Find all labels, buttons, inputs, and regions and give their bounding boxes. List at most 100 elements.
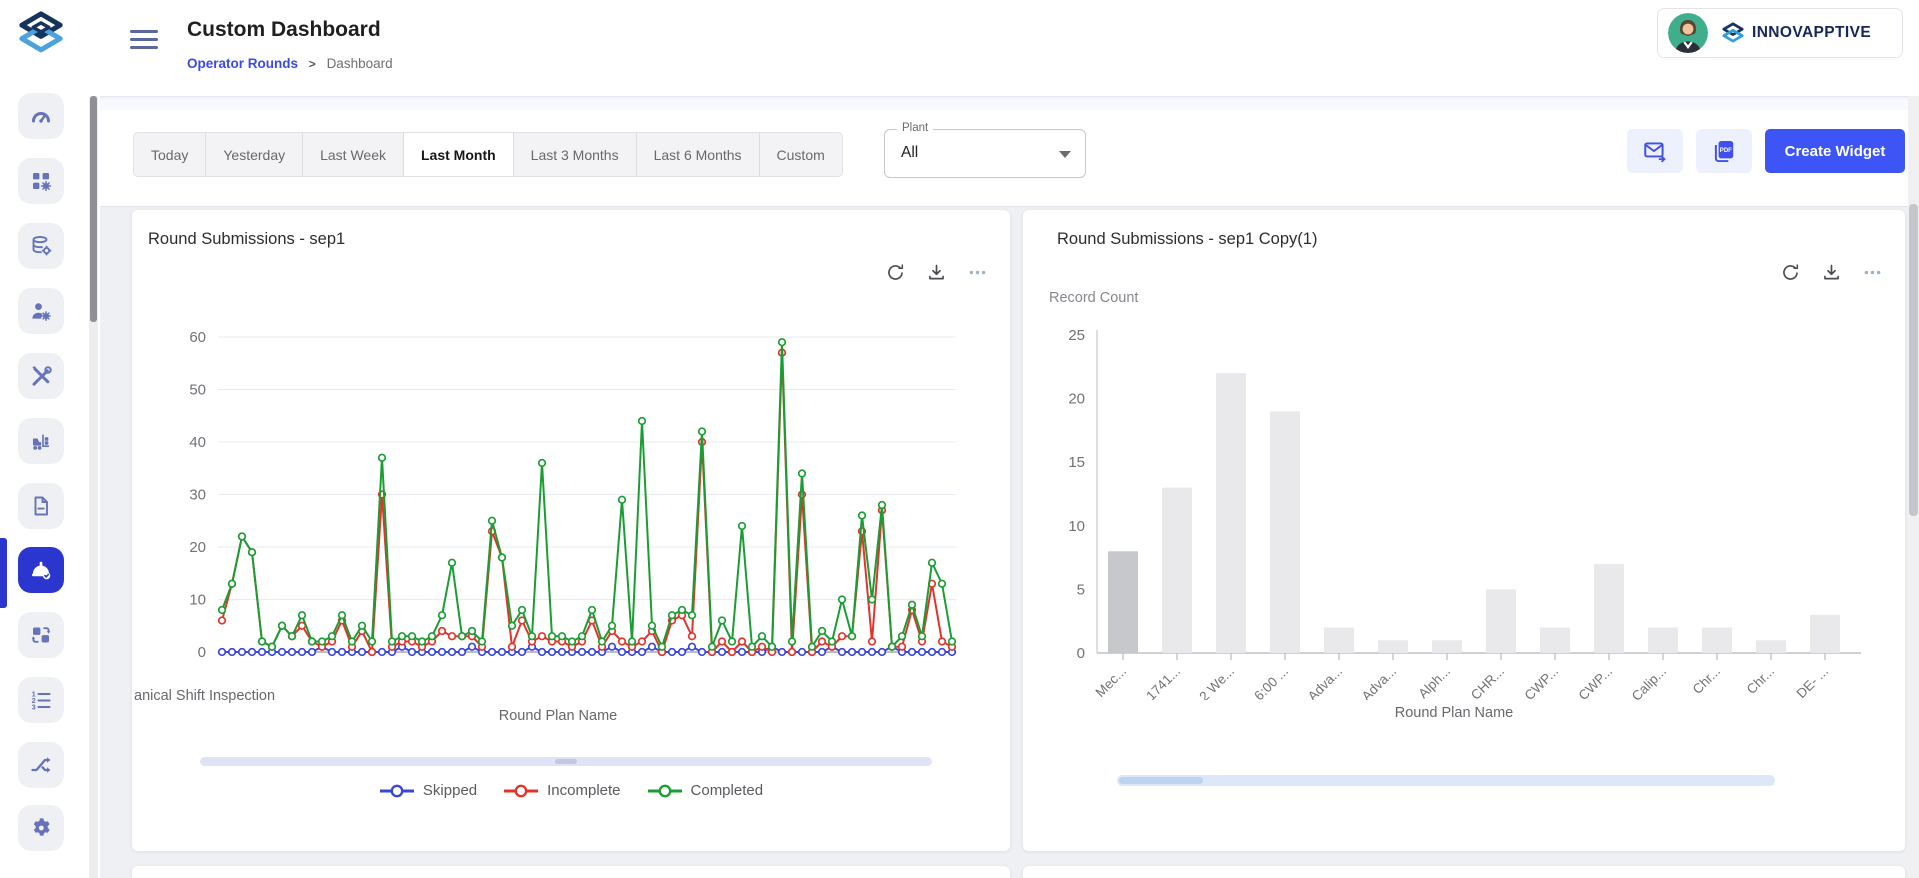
svg-text:0: 0	[198, 644, 206, 661]
legend-item-completed[interactable]: Completed	[647, 782, 764, 799]
more-icon[interactable]	[1862, 262, 1883, 283]
svg-text:1741...: 1741...	[1143, 664, 1183, 700]
widget-actions	[885, 262, 988, 283]
legend-item-skipped[interactable]: Skipped	[379, 782, 477, 799]
widget-actions	[1780, 262, 1883, 283]
svg-text:2 We...: 2 We...	[1196, 664, 1237, 700]
sidebar-item-documents[interactable]	[18, 483, 64, 529]
profile-card[interactable]: INNOVAPPTIVE	[1657, 8, 1903, 58]
svg-text:Calip...: Calip...	[1629, 664, 1669, 700]
svg-text:CWP...: CWP...	[1576, 664, 1616, 700]
breadcrumb: Operator Rounds > Dashboard	[187, 56, 393, 71]
sidebar-item-tools[interactable]	[18, 353, 64, 399]
chart-horizontal-scrollbar[interactable]	[1117, 775, 1775, 786]
svg-text:50: 50	[189, 382, 206, 399]
sidebar-item-workflows[interactable]	[18, 742, 64, 788]
date-range-segmented-control: TodayYesterdayLast WeekLast MonthLast 3 …	[133, 132, 843, 177]
sidebar: 123	[0, 0, 100, 878]
create-widget-button[interactable]: Create Widget	[1765, 129, 1905, 173]
x-axis-label: Round Plan Name	[1039, 705, 1869, 721]
app-window: 123 Custom Dashboard Operator Rounds > D…	[0, 0, 1919, 878]
range-button-custom[interactable]: Custom	[760, 133, 842, 176]
sidebar-item-ordered-list[interactable]: 123	[18, 677, 64, 723]
widget-round-submissions-bar: Round Submissions - sep1 Copy(1) Record …	[1023, 210, 1905, 851]
avatar[interactable]	[1668, 13, 1708, 53]
sidebar-item-transfers[interactable]	[18, 612, 64, 658]
download-icon[interactable]	[1821, 262, 1842, 283]
line-chart: 0102030405060	[148, 315, 968, 675]
brand-logo-icon	[1720, 20, 1746, 46]
refresh-icon[interactable]	[885, 262, 906, 283]
svg-text:5: 5	[1077, 581, 1085, 598]
svg-text:Chr...: Chr...	[1690, 664, 1723, 697]
range-button-last-3-months[interactable]: Last 3 Months	[514, 133, 637, 176]
plant-select-value: All	[901, 144, 918, 162]
chart-horizontal-scrollbar[interactable]	[200, 757, 932, 766]
sidebar-item-dashboard-gauge[interactable]	[18, 93, 64, 139]
breadcrumb-link-operator-rounds[interactable]: Operator Rounds	[187, 56, 298, 71]
range-button-today[interactable]: Today	[134, 133, 206, 176]
sidebar-scrollbar-thumb[interactable]	[90, 96, 97, 322]
chevron-down-icon	[1059, 151, 1071, 158]
svg-text:PDF: PDF	[1720, 148, 1732, 154]
next-widget-card-partial	[132, 866, 1010, 878]
range-button-yesterday[interactable]: Yesterday	[206, 133, 303, 176]
pdf-icon: PDF	[1711, 138, 1737, 164]
sidebar-item-settings[interactable]	[18, 805, 64, 851]
plant-select[interactable]: Plant All	[884, 129, 1086, 178]
range-button-last-week[interactable]: Last Week	[303, 133, 404, 176]
page-scrollbar-thumb[interactable]	[1909, 204, 1918, 516]
range-button-last-6-months[interactable]: Last 6 Months	[637, 133, 760, 176]
sidebar-item-user-management[interactable]	[18, 288, 64, 334]
bar-chart: 0510152025Mec...1741...2 We...6:00 ...Ad…	[1039, 320, 1869, 700]
svg-text:30: 30	[189, 487, 206, 504]
breadcrumb-separator: >	[309, 57, 316, 71]
sidebar-item-data-settings[interactable]	[18, 223, 64, 269]
plant-select-label: Plant	[897, 122, 933, 134]
export-pdf-button[interactable]: PDF	[1696, 129, 1752, 173]
page-title: Custom Dashboard	[187, 18, 381, 42]
svg-text:3: 3	[32, 703, 36, 712]
sidebar-item-applications[interactable]	[18, 158, 64, 204]
range-button-last-month[interactable]: Last Month	[404, 133, 514, 176]
svg-text:0: 0	[1077, 645, 1085, 662]
y-axis-label: Record Count	[1049, 290, 1138, 306]
email-icon	[1642, 138, 1668, 164]
main-content: TodayYesterdayLast WeekLast MonthLast 3 …	[100, 96, 1919, 878]
more-icon[interactable]	[967, 262, 988, 283]
svg-text:10: 10	[189, 592, 206, 609]
download-icon[interactable]	[926, 262, 947, 283]
svg-text:40: 40	[189, 434, 206, 451]
svg-text:Chr...: Chr...	[1744, 664, 1777, 697]
widget-title: Round Submissions - sep1	[148, 230, 345, 249]
filter-actions: PDF Create Widget	[1627, 129, 1905, 173]
svg-text:DE- ...: DE- ...	[1793, 664, 1831, 700]
svg-text:6:00 ...: 6:00 ...	[1251, 664, 1291, 700]
widget-round-submissions-line: Round Submissions - sep1 0102030405060 a…	[132, 210, 1010, 851]
filter-bar: TodayYesterdayLast WeekLast MonthLast 3 …	[100, 110, 1919, 207]
scrollbar-notch[interactable]	[555, 759, 577, 764]
page-scrollbar[interactable]	[1908, 96, 1919, 878]
svg-text:Alph...: Alph...	[1415, 664, 1453, 700]
widget-title: Round Submissions - sep1 Copy(1)	[1057, 230, 1317, 249]
sidebar-item-logistics-forklift[interactable]	[18, 418, 64, 464]
svg-text:10: 10	[1068, 518, 1085, 535]
sidebar-scrollbar[interactable]	[89, 96, 98, 878]
svg-text:20: 20	[1068, 391, 1085, 408]
x-axis-label: Round Plan Name	[148, 708, 968, 724]
svg-text:15: 15	[1068, 454, 1085, 471]
svg-text:60: 60	[189, 329, 206, 346]
app-logo-icon[interactable]	[14, 6, 68, 60]
legend-item-incomplete[interactable]: Incomplete	[503, 782, 620, 799]
scrollbar-thumb[interactable]	[1119, 777, 1203, 784]
hamburger-menu-icon[interactable]	[130, 30, 158, 52]
sidebar-item-operator-rounds[interactable]	[18, 547, 64, 593]
svg-text:Adva...: Adva...	[1359, 664, 1399, 700]
brand-logo: INNOVAPPTIVE	[1720, 20, 1871, 46]
content-top-strip	[100, 96, 1919, 110]
email-report-button[interactable]	[1627, 129, 1683, 173]
svg-text:Mec...: Mec...	[1093, 664, 1130, 700]
svg-text:Adva...: Adva...	[1305, 664, 1345, 700]
refresh-icon[interactable]	[1780, 262, 1801, 283]
topbar: Custom Dashboard Operator Rounds > Dashb…	[100, 0, 1919, 97]
